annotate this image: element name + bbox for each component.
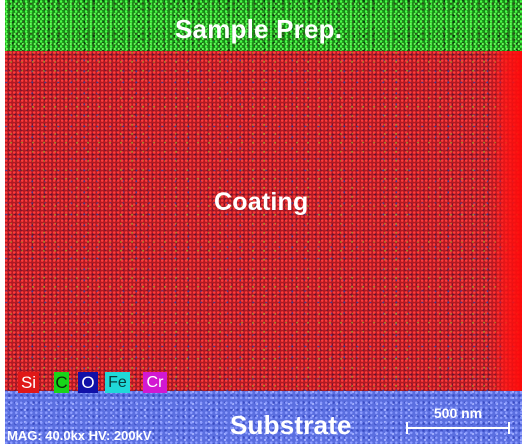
eds-element-map: Sample Prep. Coating Substrate Si C O Fe… [5,0,522,444]
acquisition-info: MAG: 40.0kx HV: 200kV [7,428,152,443]
legend-si: Si [18,372,39,393]
coating-label: Coating [214,188,309,216]
sample-prep-label: Sample Prep. [175,14,343,44]
legend-o: O [78,372,98,393]
coating-layer [5,51,522,391]
legend-c: C [54,372,69,393]
scale-bar-label: 500 nm [433,405,483,421]
substrate-layer [5,391,522,444]
legend-cr: Cr [143,372,167,393]
substrate-label: Substrate [230,410,352,440]
scale-bar-icon [406,422,510,434]
scale-bar: 500 nm [406,405,510,435]
coating-edge-glow [490,51,522,391]
legend-fe: Fe [105,372,130,393]
sample-prep-layer [5,0,522,51]
